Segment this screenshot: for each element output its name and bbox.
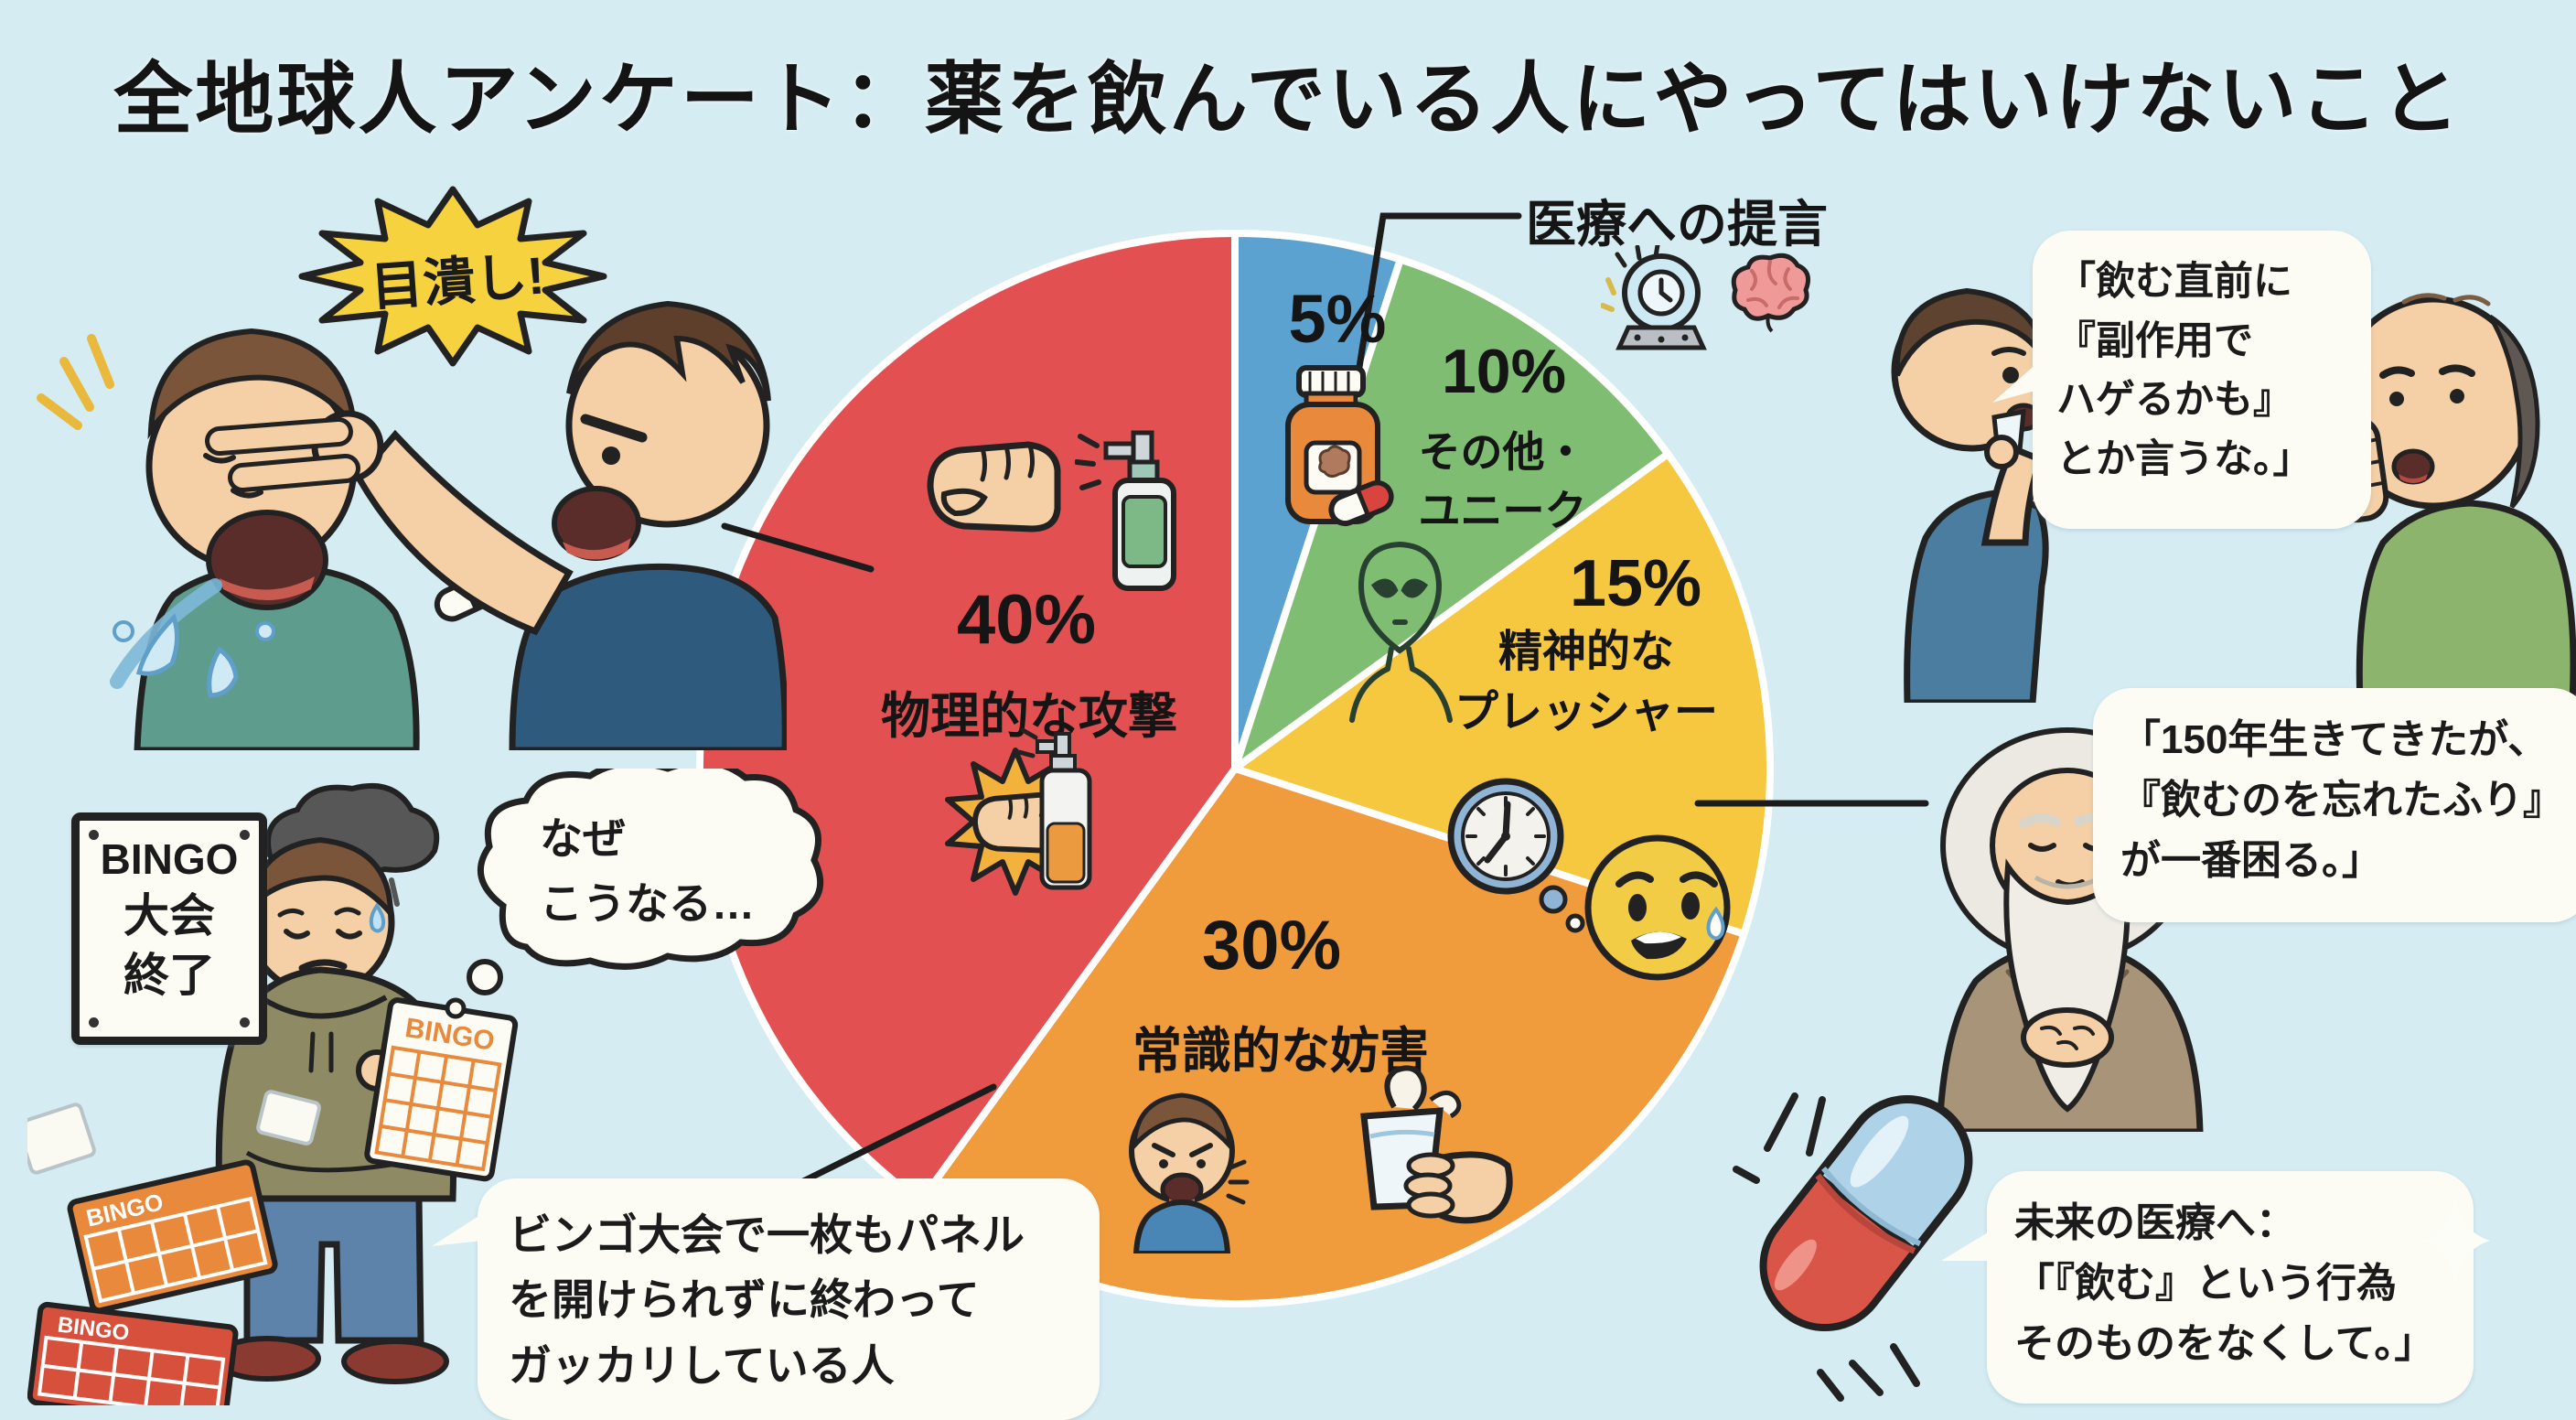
crystal-ball-group <box>1601 245 1707 350</box>
worried-face-icon <box>1584 834 1731 981</box>
bingo-sign-line: BINGO <box>100 835 239 883</box>
water-glass-group <box>1360 1065 1513 1224</box>
scene-capsule <box>1733 1092 1973 1402</box>
bubble-tail <box>432 1213 483 1246</box>
capsule-icon <box>1759 1094 1973 1332</box>
thought-dot <box>1539 885 1568 914</box>
scene-bingo-guy: BINGO BINGO BINGO <box>27 769 824 1405</box>
slice-label-line: 精神的な <box>1497 628 1674 676</box>
bubble-line: ビンゴ大会で一枚もパネル <box>509 1210 1025 1259</box>
slice-pct-10: 10% <box>1441 337 1567 406</box>
bingo-sign-line: 大会 <box>123 889 215 941</box>
pie-slice-15% <box>1231 450 1775 938</box>
angry-boy-icon <box>1129 1092 1250 1253</box>
bubble-tail <box>1992 362 2038 403</box>
slice-pct-40: 40% <box>956 581 1097 659</box>
hage-scene-group <box>1891 287 2576 703</box>
page-title: 全地球人アンケート：薬を飲んでいる人にやってはいけないこと <box>113 56 2463 144</box>
scene-eye-poke <box>37 300 787 750</box>
worried-face-group <box>1584 834 1731 981</box>
speech-bubble-hage: 「飲む直前に 『副作用で ハゲるかも』 とか言うな。」 <box>2033 231 2371 529</box>
speech-bubble-future: 未来の医療へ： 「『飲む』という行為 そのものをなくして。」 <box>1987 1171 2474 1404</box>
brain-group <box>1731 253 1810 333</box>
bubble-line: が一番困る。」 <box>2120 838 2382 883</box>
pill-bottle-icon <box>1285 365 1394 527</box>
fist-group <box>927 441 1061 532</box>
slice-pct-5: 5% <box>1288 281 1387 357</box>
bubble-line: とか言うな。」 <box>2056 436 2313 481</box>
bingo-card-icon: BINGO <box>364 997 519 1182</box>
slice-pct-15: 15% <box>1569 547 1702 620</box>
bubble-line: 『副作用で <box>2056 318 2253 363</box>
bubble-line: そのものをなくして。」 <box>2014 1321 2435 1366</box>
slice-label-30: 常識的な妨害 <box>1132 1024 1429 1079</box>
thought-bubble-text: なぜ こうなる… <box>540 807 755 936</box>
bubble-line: 『飲むのを忘れたふり』 <box>2120 778 2563 823</box>
bingo-sign: BINGO 大会 終了 <box>71 812 267 1045</box>
eye-poke-group <box>37 300 787 750</box>
spray-bottle-group <box>1075 430 1176 591</box>
slice-pct-30: 30% <box>1201 907 1342 984</box>
callout-medical-label: 医療への提言 <box>1526 196 1829 253</box>
speech-bubble-bingo-caption: ビンゴ大会で一枚もパネル を開けられずに終わって ガッカリしている人 <box>478 1178 1100 1420</box>
slice-label-line: その他・ <box>1418 428 1587 476</box>
bubble-line: 未来の医療へ： <box>2014 1200 2296 1245</box>
scene-hage <box>1891 287 2576 703</box>
sparkle-icon <box>2422 1197 2490 1285</box>
spray-bottle-icon <box>1075 430 1176 591</box>
bubble-line: を開けられずに終わって <box>509 1275 980 1325</box>
bingo-card-icon: BINGO <box>67 1159 278 1314</box>
crystal-ball-icon <box>1601 245 1707 350</box>
bubble-line: ハゲるかも』 <box>2056 378 2292 422</box>
speech-bubble-forget: 「150年生きてきたが、 『飲むのを忘れたふり』 が一番困る。」 <box>2093 688 2576 922</box>
brain-icon <box>1731 253 1810 333</box>
burst-shape <box>298 186 607 367</box>
alien-group <box>1349 541 1453 723</box>
slice-label-line: ユニーク <box>1418 487 1587 535</box>
bubble-line: 「飲む直前に <box>2056 260 2292 304</box>
thought-line: こうなる… <box>540 878 755 928</box>
thought-dot <box>1565 913 1585 933</box>
bubble-tail <box>1941 1230 1992 1261</box>
bubble-line: ガッカリしている人 <box>509 1340 895 1390</box>
bingo-sign-line: 終了 <box>123 949 215 1001</box>
burst-bubble-text: 目潰し! <box>369 246 547 317</box>
clock-group <box>1447 778 1564 895</box>
bingo-card-icon: BINGO <box>27 1301 239 1405</box>
alien-icon <box>1349 541 1453 723</box>
capsule-icon <box>1328 479 1394 527</box>
clock-icon <box>1447 778 1564 895</box>
fist-icon <box>927 441 1061 532</box>
slice-label-line: プレッシャー <box>1454 688 1718 737</box>
spray-bottle-orange-icon <box>1017 727 1092 890</box>
water-glass-icon <box>1360 1065 1513 1224</box>
slice-label-15: 精神的な プレッシャー <box>1444 622 1729 743</box>
bubble-line: 「150年生きてきたが、 <box>2120 717 2549 762</box>
slice-label-10: その他・ ユニーク <box>1400 423 1605 541</box>
thought-dots <box>1539 885 1585 933</box>
spray-bottle-orange-group <box>1017 727 1092 890</box>
pill-bottle-group <box>1285 365 1394 527</box>
thought-line: なぜ <box>540 814 626 863</box>
bingo-guy-group: BINGO BINGO BINGO <box>27 769 824 1405</box>
angry-boy-group <box>1129 1092 1250 1253</box>
burst-bubble <box>298 186 607 367</box>
pie-chart <box>695 229 1775 1308</box>
bubble-line: 「『飲む』という行為 <box>2014 1261 2397 1306</box>
